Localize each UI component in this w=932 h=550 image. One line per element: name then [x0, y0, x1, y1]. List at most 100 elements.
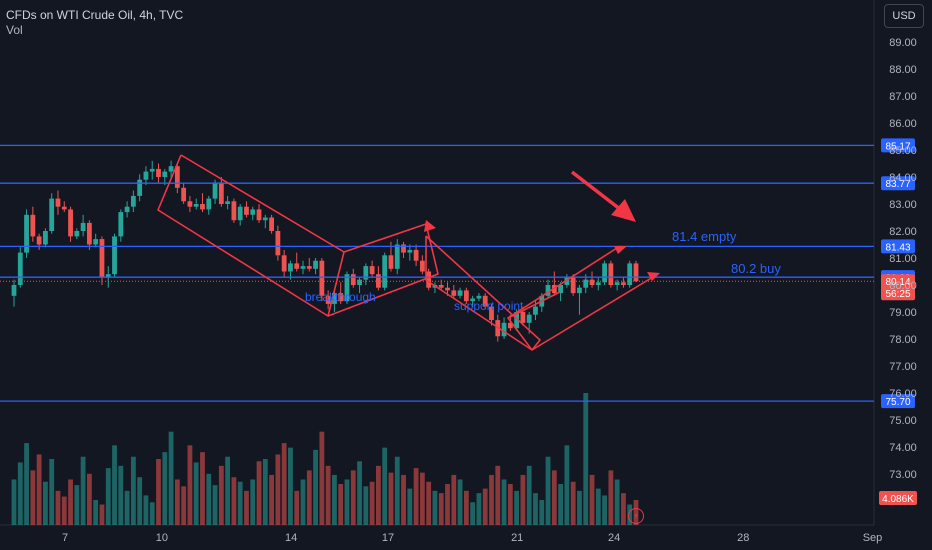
volume-bar [130, 456, 136, 525]
candle-body [313, 260, 318, 269]
volume-bar [476, 493, 482, 525]
volume-bar [206, 473, 212, 525]
volume-bar [451, 474, 457, 525]
time-tick-label: 28 [737, 532, 749, 544]
volume-bar [325, 465, 331, 525]
volume-bar [595, 488, 601, 525]
candle-body [583, 279, 589, 288]
candle-body [86, 222, 92, 245]
countdown-label: 56:25 [885, 289, 910, 300]
volume-bar [457, 479, 463, 525]
candle-body [281, 255, 287, 272]
candle-body [130, 195, 136, 207]
volume-bar [36, 454, 42, 525]
volume-bar [614, 479, 620, 525]
volume-bar [332, 474, 337, 525]
candle-body [319, 260, 325, 296]
trend-annotations: 81.4 empty 80.2 buy breakthrough support po… [157, 154, 781, 351]
candle-body [49, 198, 55, 231]
price-tick-label: 73.00 [889, 469, 917, 481]
candle-body [438, 285, 444, 288]
arrow-head [647, 272, 660, 281]
candle-body [80, 222, 86, 231]
candle-body [621, 282, 626, 285]
volume-bar [306, 470, 312, 525]
volume-bar [269, 474, 274, 525]
channel-up-2-lower [531, 273, 659, 351]
volume-bar [11, 479, 17, 525]
volume-bar [137, 477, 143, 525]
candle-body [501, 322, 507, 337]
candle-body [24, 214, 29, 253]
volume-bar [86, 473, 92, 525]
candle-body [463, 290, 469, 302]
chart-text-annotation: support point [454, 299, 524, 313]
candle-body [526, 314, 532, 323]
time-tick-label: 21 [511, 532, 523, 544]
volume-bar [231, 477, 237, 525]
volume-bar [105, 468, 111, 525]
price-note: 80.2 buy [731, 261, 781, 276]
volume-bar [463, 490, 469, 525]
volume-bar [30, 470, 36, 525]
candle-body [401, 244, 406, 253]
volume-bar [143, 495, 149, 525]
volume-bar [80, 456, 86, 525]
candle-body [338, 293, 344, 302]
candle-body [68, 209, 73, 237]
volume-bar [350, 470, 356, 525]
volume-bar [200, 452, 205, 525]
level-price-label: 85.17 [885, 141, 910, 152]
volume-bar [218, 465, 224, 525]
candle-body [11, 285, 17, 296]
candle-body [187, 201, 193, 207]
volume-bar [212, 485, 218, 525]
level-price-label: 81.43 [885, 242, 910, 253]
price-tick-label: 85.00 [889, 145, 917, 157]
candle-body [419, 260, 425, 272]
price-tick-label: 79.00 [889, 307, 917, 319]
candle-body [149, 168, 155, 172]
chart-title: CFDs on WTI Crude Oil, 4h, TVC [6, 8, 184, 22]
candle-body [193, 204, 199, 207]
volume-bar [168, 431, 174, 525]
candle-body [30, 214, 36, 237]
volume-bar [300, 479, 306, 525]
volume-bar [357, 461, 362, 525]
price-tick-label: 88.00 [889, 64, 917, 76]
volume-bar [489, 474, 494, 525]
volume-bar [376, 465, 381, 525]
volume-bar [43, 481, 48, 525]
time-tick-label: 7 [62, 532, 68, 544]
candle-body [608, 263, 614, 285]
price-tick-label: 86.00 [889, 118, 917, 130]
volume-bar [551, 470, 557, 525]
candle-body [112, 236, 117, 275]
lightning-icon[interactable]: ⚡ [628, 508, 644, 524]
volume-bar [112, 445, 117, 525]
volume-bar [470, 502, 476, 525]
volume-bar [621, 493, 626, 525]
price-tick-label: 87.00 [889, 91, 917, 103]
price-tick-label: 74.00 [889, 442, 917, 454]
volume-bar [388, 472, 394, 525]
arrow-head [424, 220, 436, 232]
volume-bar [118, 465, 124, 525]
candle-body [369, 266, 375, 275]
candle-body [344, 274, 350, 302]
volume-label: Vol [6, 23, 23, 37]
candle-body [545, 285, 551, 296]
time-tick-label: Sep [863, 532, 883, 544]
candle-body [507, 322, 513, 329]
volume-bar [338, 484, 344, 525]
candle-body [218, 182, 224, 204]
price-tick-label: 84.00 [889, 172, 917, 184]
candle-body [558, 285, 564, 294]
currency-button[interactable]: USD [884, 4, 924, 28]
volume-bar [187, 445, 193, 525]
volume-bar [281, 443, 287, 525]
volume-bar [482, 488, 488, 525]
volume-tag [879, 491, 917, 505]
candle-body [105, 274, 111, 277]
